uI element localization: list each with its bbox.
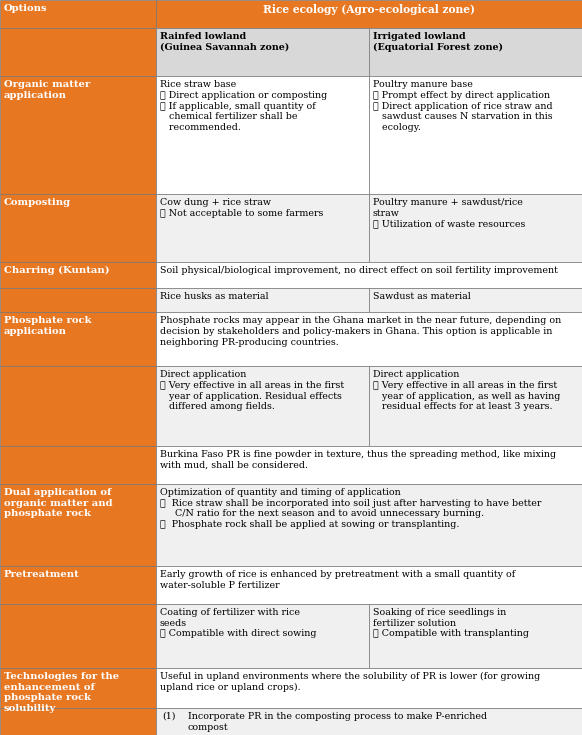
Bar <box>0 0 156 28</box>
Bar <box>369 366 582 446</box>
Bar <box>156 366 369 446</box>
Text: Cow dung + rice straw
❖ Not acceptable to some farmers: Cow dung + rice straw ❖ Not acceptable t… <box>160 198 324 218</box>
Text: Technologies for the
enhancement of
phosphate rock
solubility: Technologies for the enhancement of phos… <box>4 672 119 713</box>
Text: Irrigated lowland
(Equatorial Forest zone): Irrigated lowland (Equatorial Forest zon… <box>373 32 503 52</box>
Bar <box>0 366 156 446</box>
Text: Optimization of quantity and timing of application
❖  Rice straw shall be incorp: Optimization of quantity and timing of a… <box>160 488 541 529</box>
Text: Rice ecology (Agro-ecological zone): Rice ecology (Agro-ecological zone) <box>263 4 475 15</box>
Text: Soil physical/biological improvement, no direct effect on soil fertility improve: Soil physical/biological improvement, no… <box>160 266 558 275</box>
Bar <box>156 484 582 566</box>
Text: Direct application
❖ Very effective in all areas in the first
   year of applica: Direct application ❖ Very effective in a… <box>373 370 560 412</box>
Text: Poultry manure + sawdust/rice
straw
❖ Utilization of waste resources: Poultry manure + sawdust/rice straw ❖ Ut… <box>373 198 526 229</box>
Bar <box>369 194 582 262</box>
Text: Phosphate rock
application: Phosphate rock application <box>4 316 91 336</box>
Bar <box>0 708 156 735</box>
Text: Rice husks as material: Rice husks as material <box>160 292 269 301</box>
Bar <box>0 484 156 566</box>
Bar <box>0 446 156 484</box>
Bar <box>156 446 582 484</box>
Bar <box>0 194 156 262</box>
Text: Composting: Composting <box>4 198 71 207</box>
Bar <box>369 76 582 194</box>
Bar <box>156 604 369 668</box>
Bar <box>156 0 582 28</box>
Bar <box>156 194 369 262</box>
Text: Poultry manure base
❖ Prompt effect by direct application
❖ Direct application o: Poultry manure base ❖ Prompt effect by d… <box>373 80 553 132</box>
Text: Direct application
❖ Very effective in all areas in the first
   year of applica: Direct application ❖ Very effective in a… <box>160 370 344 412</box>
Text: Burkina Faso PR is fine powder in texture, thus the spreading method, like mixin: Burkina Faso PR is fine powder in textur… <box>160 450 556 470</box>
Text: Phosphate rocks may appear in the Ghana market in the near future, depending on
: Phosphate rocks may appear in the Ghana … <box>160 316 561 346</box>
Bar <box>0 312 156 366</box>
Text: Incorporate PR in the composting process to make P-enriched
compost: Incorporate PR in the composting process… <box>188 712 487 732</box>
Bar <box>0 566 156 604</box>
Bar <box>0 262 156 288</box>
Text: Dual application of
organic matter and
phosphate rock: Dual application of organic matter and p… <box>4 488 113 518</box>
Text: Early growth of rice is enhanced by pretreatment with a small quantity of
water-: Early growth of rice is enhanced by pret… <box>160 570 515 589</box>
Bar <box>0 28 156 76</box>
Text: Coating of fertilizer with rice
seeds
❖ Compatible with direct sowing: Coating of fertilizer with rice seeds ❖ … <box>160 608 317 639</box>
Bar <box>156 312 582 366</box>
Text: Sawdust as material: Sawdust as material <box>373 292 471 301</box>
Text: Charring (Kuntan): Charring (Kuntan) <box>4 266 109 275</box>
Text: Useful in upland environments where the solubility of PR is lower (for growing
u: Useful in upland environments where the … <box>160 672 540 692</box>
Text: Rainfed lowland
(Guinea Savannah zone): Rainfed lowland (Guinea Savannah zone) <box>160 32 289 51</box>
Bar <box>156 288 369 312</box>
Text: Organic matter
application: Organic matter application <box>4 80 90 100</box>
Bar <box>369 288 582 312</box>
Bar <box>0 668 156 708</box>
Bar <box>156 668 582 708</box>
Text: Soaking of rice seedlings in
fertilizer solution
❖ Compatible with transplanting: Soaking of rice seedlings in fertilizer … <box>373 608 529 639</box>
Bar <box>156 708 582 735</box>
Bar <box>156 566 582 604</box>
Text: Options: Options <box>4 4 48 13</box>
Text: Rice straw base
❖ Direct application or composting
❖ If applicable, small quanti: Rice straw base ❖ Direct application or … <box>160 80 327 132</box>
Bar <box>369 28 582 76</box>
Bar <box>156 28 369 76</box>
Bar <box>0 604 156 668</box>
Text: (1): (1) <box>162 712 176 721</box>
Text: Pretreatment: Pretreatment <box>4 570 80 579</box>
Bar <box>369 604 582 668</box>
Bar <box>156 76 369 194</box>
Bar <box>0 288 156 312</box>
Bar <box>156 262 582 288</box>
Bar <box>0 76 156 194</box>
